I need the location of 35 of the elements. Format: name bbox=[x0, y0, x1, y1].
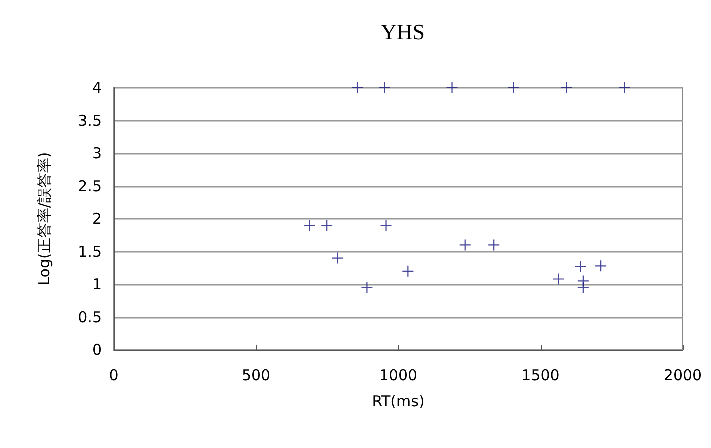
point bbox=[402, 266, 414, 277]
y-tick-label: 3 bbox=[92, 144, 102, 162]
point bbox=[596, 260, 607, 272]
point bbox=[352, 82, 364, 94]
point bbox=[553, 274, 564, 285]
x-tick-label: 1000 bbox=[379, 366, 418, 384]
point bbox=[619, 82, 630, 94]
point bbox=[322, 220, 333, 232]
point bbox=[561, 82, 572, 94]
point bbox=[575, 261, 586, 272]
point bbox=[362, 282, 373, 294]
point bbox=[332, 252, 344, 264]
x-tick-label: 0 bbox=[109, 366, 119, 384]
x-tick-label: 1500 bbox=[522, 366, 560, 384]
point bbox=[488, 240, 500, 251]
chart-title: YHS bbox=[380, 20, 426, 44]
point bbox=[578, 282, 589, 294]
point bbox=[380, 220, 392, 232]
y-tick-label: 0 bbox=[92, 341, 102, 359]
y-tick-label: 4 bbox=[92, 79, 102, 97]
point bbox=[460, 240, 471, 251]
y-tick-label: 3.5 bbox=[78, 112, 102, 130]
x-tick-label: 500 bbox=[242, 366, 271, 384]
y-axis-title: Log(正答率/誤答率) bbox=[36, 152, 54, 286]
point bbox=[379, 82, 390, 94]
y-tick-label: 2.5 bbox=[78, 177, 102, 196]
y-tick-label: 2 bbox=[92, 210, 102, 228]
x-tick-label: 2000 bbox=[664, 366, 702, 384]
y-tick-label: 1 bbox=[92, 276, 102, 294]
y-tick-label: 1.5 bbox=[78, 242, 102, 261]
x-axis-title: RT(ms) bbox=[372, 392, 425, 410]
point bbox=[508, 82, 520, 94]
y-tick-label: 0.5 bbox=[78, 308, 102, 326]
point bbox=[304, 220, 316, 232]
point bbox=[446, 82, 458, 94]
